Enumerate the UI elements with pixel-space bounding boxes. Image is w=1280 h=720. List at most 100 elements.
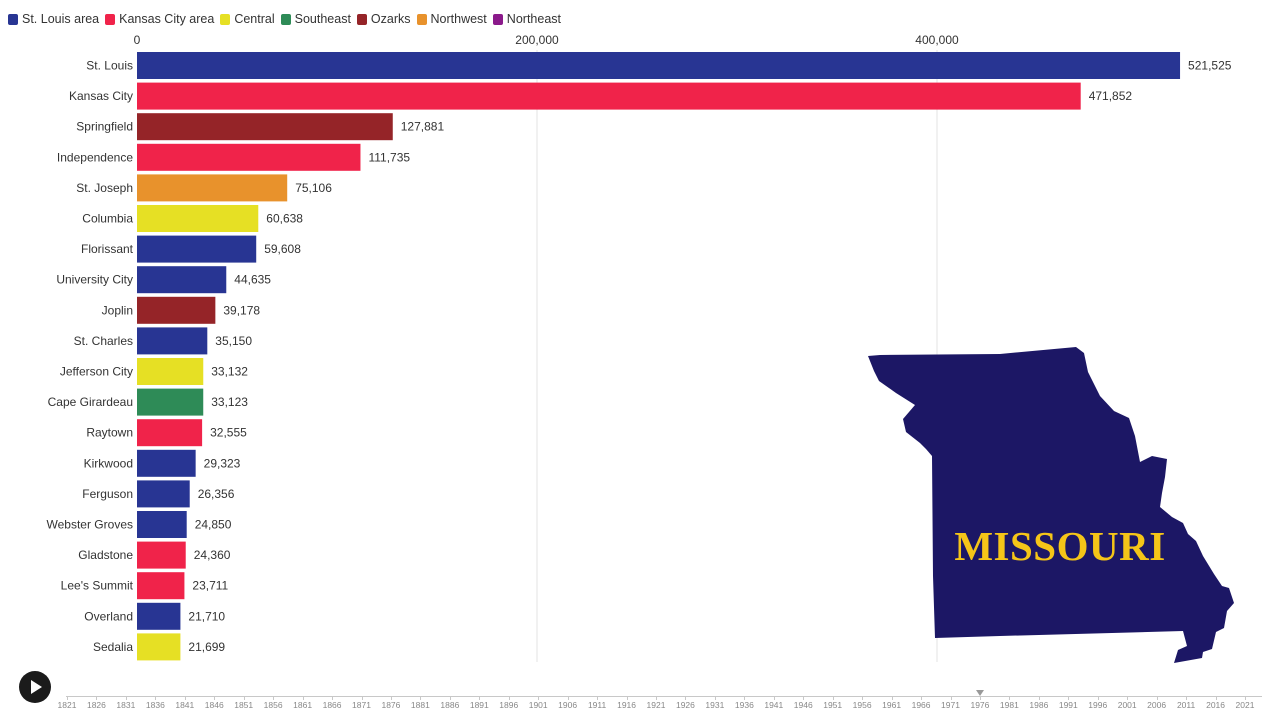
timeline-year-label: 1826 [86, 700, 106, 710]
timeline-tick [125, 696, 127, 700]
timeline-year-label: 1876 [381, 700, 401, 710]
play-icon [31, 680, 42, 694]
map-title: MISSOURI [954, 523, 1166, 569]
timeline-slider[interactable]: 1821 1826 1831 1836 1841 1846 1851 1856 1861 1866… [58, 686, 1272, 716]
timeline-tick [155, 696, 157, 700]
timeline-tick [597, 696, 599, 700]
legend-label: Central [234, 12, 275, 26]
timeline-year-label: 1831 [116, 700, 136, 710]
legend-swatch [280, 13, 291, 25]
legend-item[interactable]: St. Louis area [8, 12, 99, 26]
timeline-tick [950, 696, 952, 700]
timeline-year-label: 1861 [293, 700, 313, 710]
timeline-year-label: 1886 [440, 700, 460, 710]
timeline-year-label: 1851 [234, 700, 254, 710]
timeline-tick [390, 696, 392, 700]
timeline-year-label: 1846 [204, 700, 224, 710]
bar [137, 235, 257, 263]
timeline-year-label: 1896 [499, 700, 519, 710]
timeline-handle[interactable] [975, 690, 984, 696]
timeline-year-label: 1991 [1058, 700, 1078, 710]
timeline-tick [979, 696, 981, 700]
timeline-tick [302, 696, 304, 700]
value-label: 33,132 [211, 365, 248, 379]
timeline-year-label: 1901 [528, 700, 548, 710]
legend-label: Northeast [506, 12, 561, 26]
category-label: Joplin [102, 303, 133, 317]
legend-item[interactable]: Kansas City area [105, 12, 214, 26]
bar [137, 296, 216, 324]
timeline-year-label: 2016 [1206, 700, 1226, 710]
timeline-tick [567, 696, 569, 700]
timeline-year-label: 1911 [587, 700, 607, 710]
legend-swatch [356, 13, 367, 25]
legend-item[interactable]: Central [220, 12, 275, 26]
legend-label: Southeast [294, 12, 351, 26]
timeline-track [66, 696, 1262, 697]
bar [137, 388, 204, 416]
play-button[interactable] [19, 671, 51, 703]
timeline-year-label: 1951 [823, 700, 843, 710]
bar [137, 327, 208, 355]
category-label: Overland [84, 609, 133, 623]
timeline-tick [538, 696, 540, 700]
bar [137, 480, 190, 508]
bar [137, 143, 361, 171]
value-label: 32,555 [210, 426, 247, 440]
timeline-tick [1156, 696, 1158, 700]
category-label: Raytown [86, 426, 133, 440]
category-label: Ferguson [82, 487, 133, 501]
timeline-year-label: 1996 [1088, 700, 1108, 710]
legend-label: Ozarks [370, 12, 411, 26]
bar [137, 633, 181, 661]
timeline-year-label: 1856 [263, 700, 283, 710]
timeline-tick [626, 696, 628, 700]
category-label: Independence [57, 150, 133, 164]
timeline-tick [656, 696, 657, 700]
value-label: 29,323 [204, 456, 241, 470]
timeline-tick [714, 696, 716, 700]
timeline-tick [744, 696, 746, 700]
timeline-tick [1009, 696, 1011, 700]
timeline-year-label: 1956 [852, 700, 872, 710]
legend-item[interactable]: Northwest [416, 12, 487, 26]
timeline-year-label: 1976 [970, 700, 990, 710]
timeline-year-label: 1881 [410, 700, 430, 710]
value-label: 44,635 [234, 273, 271, 287]
timeline-tick [1068, 696, 1070, 700]
timeline-year-label: 1841 [175, 700, 195, 710]
category-label: Columbia [82, 212, 133, 226]
legend-item[interactable]: Northeast [492, 12, 561, 26]
category-label: Gladstone [78, 548, 133, 562]
timeline-tick [1245, 696, 1246, 700]
category-label: Lee's Summit [61, 579, 134, 593]
timeline-tick [243, 696, 245, 700]
timeline-tick [96, 696, 98, 700]
bar [137, 82, 1081, 110]
bar [137, 358, 204, 385]
timeline-year-label: 1926 [675, 700, 695, 710]
timeline-year-label: 1966 [911, 700, 931, 710]
timeline-year-label: 2001 [1117, 700, 1137, 710]
legend-item[interactable]: Ozarks [356, 12, 411, 26]
timeline-tick [1215, 696, 1217, 700]
legend-label: Northwest [430, 12, 487, 26]
value-label: 21,699 [188, 640, 225, 654]
bar [137, 205, 259, 232]
timeline-year-label: 2011 [1176, 700, 1196, 710]
timeline-tick [921, 696, 923, 700]
timeline-tick [508, 696, 510, 700]
timeline-tick [1038, 696, 1040, 700]
value-label: 33,123 [211, 395, 248, 409]
legend-item[interactable]: Southeast [280, 12, 351, 26]
timeline-tick [832, 696, 834, 700]
bar [137, 113, 393, 141]
legend-swatch [492, 13, 503, 25]
value-label: 24,850 [195, 518, 232, 532]
timeline-year-label: 1936 [734, 700, 754, 710]
timeline-tick [773, 696, 775, 700]
category-label: Springfield [76, 120, 133, 134]
timeline-tick [420, 696, 422, 700]
category-label: Cape Girardeau [48, 395, 133, 409]
timeline-tick [685, 696, 687, 700]
